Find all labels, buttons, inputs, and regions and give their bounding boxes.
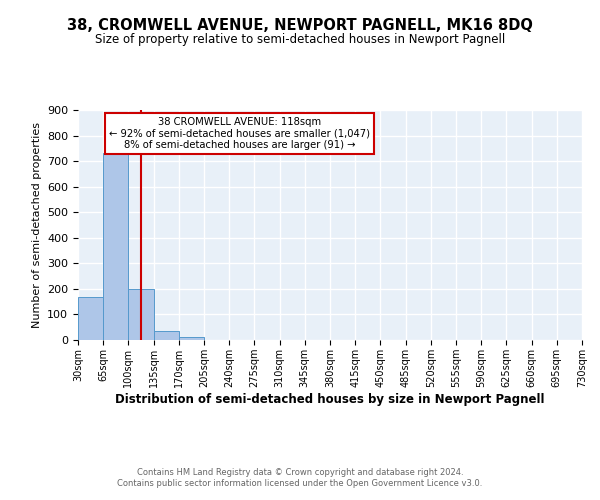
Bar	[78, 296, 103, 340]
Text: Contains HM Land Registry data © Crown copyright and database right 2024.
Contai: Contains HM Land Registry data © Crown c…	[118, 468, 482, 487]
Bar	[128, 289, 154, 340]
Bar	[154, 331, 179, 340]
Text: 38 CROMWELL AVENUE: 118sqm
← 92% of semi-detached houses are smaller (1,047)
8% : 38 CROMWELL AVENUE: 118sqm ← 92% of semi…	[109, 117, 370, 150]
Text: Size of property relative to semi-detached houses in Newport Pagnell: Size of property relative to semi-detach…	[95, 32, 505, 46]
Y-axis label: Number of semi-detached properties: Number of semi-detached properties	[32, 122, 41, 328]
Text: 38, CROMWELL AVENUE, NEWPORT PAGNELL, MK16 8DQ: 38, CROMWELL AVENUE, NEWPORT PAGNELL, MK…	[67, 18, 533, 32]
Bar	[179, 338, 204, 340]
Bar	[103, 154, 128, 340]
X-axis label: Distribution of semi-detached houses by size in Newport Pagnell: Distribution of semi-detached houses by …	[115, 392, 545, 406]
